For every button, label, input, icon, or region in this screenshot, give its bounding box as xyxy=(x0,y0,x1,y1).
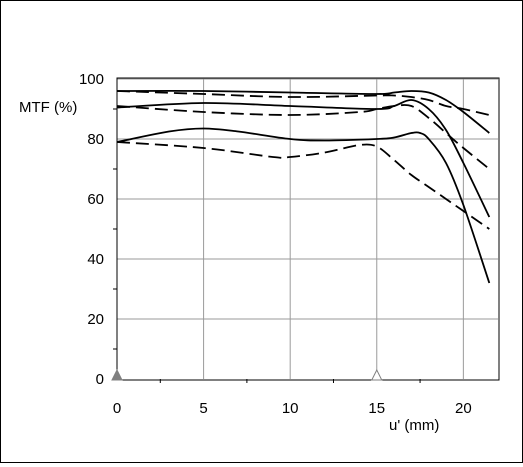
x-axis-label: u' (mm) xyxy=(389,417,439,434)
y-tick-label: 60 xyxy=(87,191,104,208)
x-tick-label: 5 xyxy=(199,400,207,417)
y-tick-label: 40 xyxy=(87,251,104,268)
y-tick-label: 0 xyxy=(96,371,104,388)
x-tick-label: 10 xyxy=(282,400,299,417)
x-tick-label: 20 xyxy=(455,400,472,417)
y-tick-label: 20 xyxy=(87,311,104,328)
markers xyxy=(111,368,383,381)
triangle-marker-2 xyxy=(370,368,383,381)
y-tick-label: 80 xyxy=(87,131,104,148)
x-tick-label: 15 xyxy=(368,400,385,417)
y-axis-label: MTF (%) xyxy=(19,99,77,116)
minor-ticks xyxy=(113,108,421,383)
y-tick-label: 100 xyxy=(79,71,104,88)
series-group xyxy=(116,90,491,284)
triangle-marker-1 xyxy=(111,368,123,381)
series-line-3 xyxy=(116,99,491,218)
x-tick-labels: 0 5 10 15 20 xyxy=(113,400,472,417)
plot-border xyxy=(116,77,500,381)
series-line-5 xyxy=(116,127,491,284)
series-line-4 xyxy=(116,104,490,170)
x-tick-label: 0 xyxy=(113,400,121,417)
series-line-6 xyxy=(116,141,490,230)
series-line-1 xyxy=(116,90,490,134)
y-tick-labels: 0 20 40 60 80 100 xyxy=(79,71,104,388)
grid xyxy=(117,78,498,379)
